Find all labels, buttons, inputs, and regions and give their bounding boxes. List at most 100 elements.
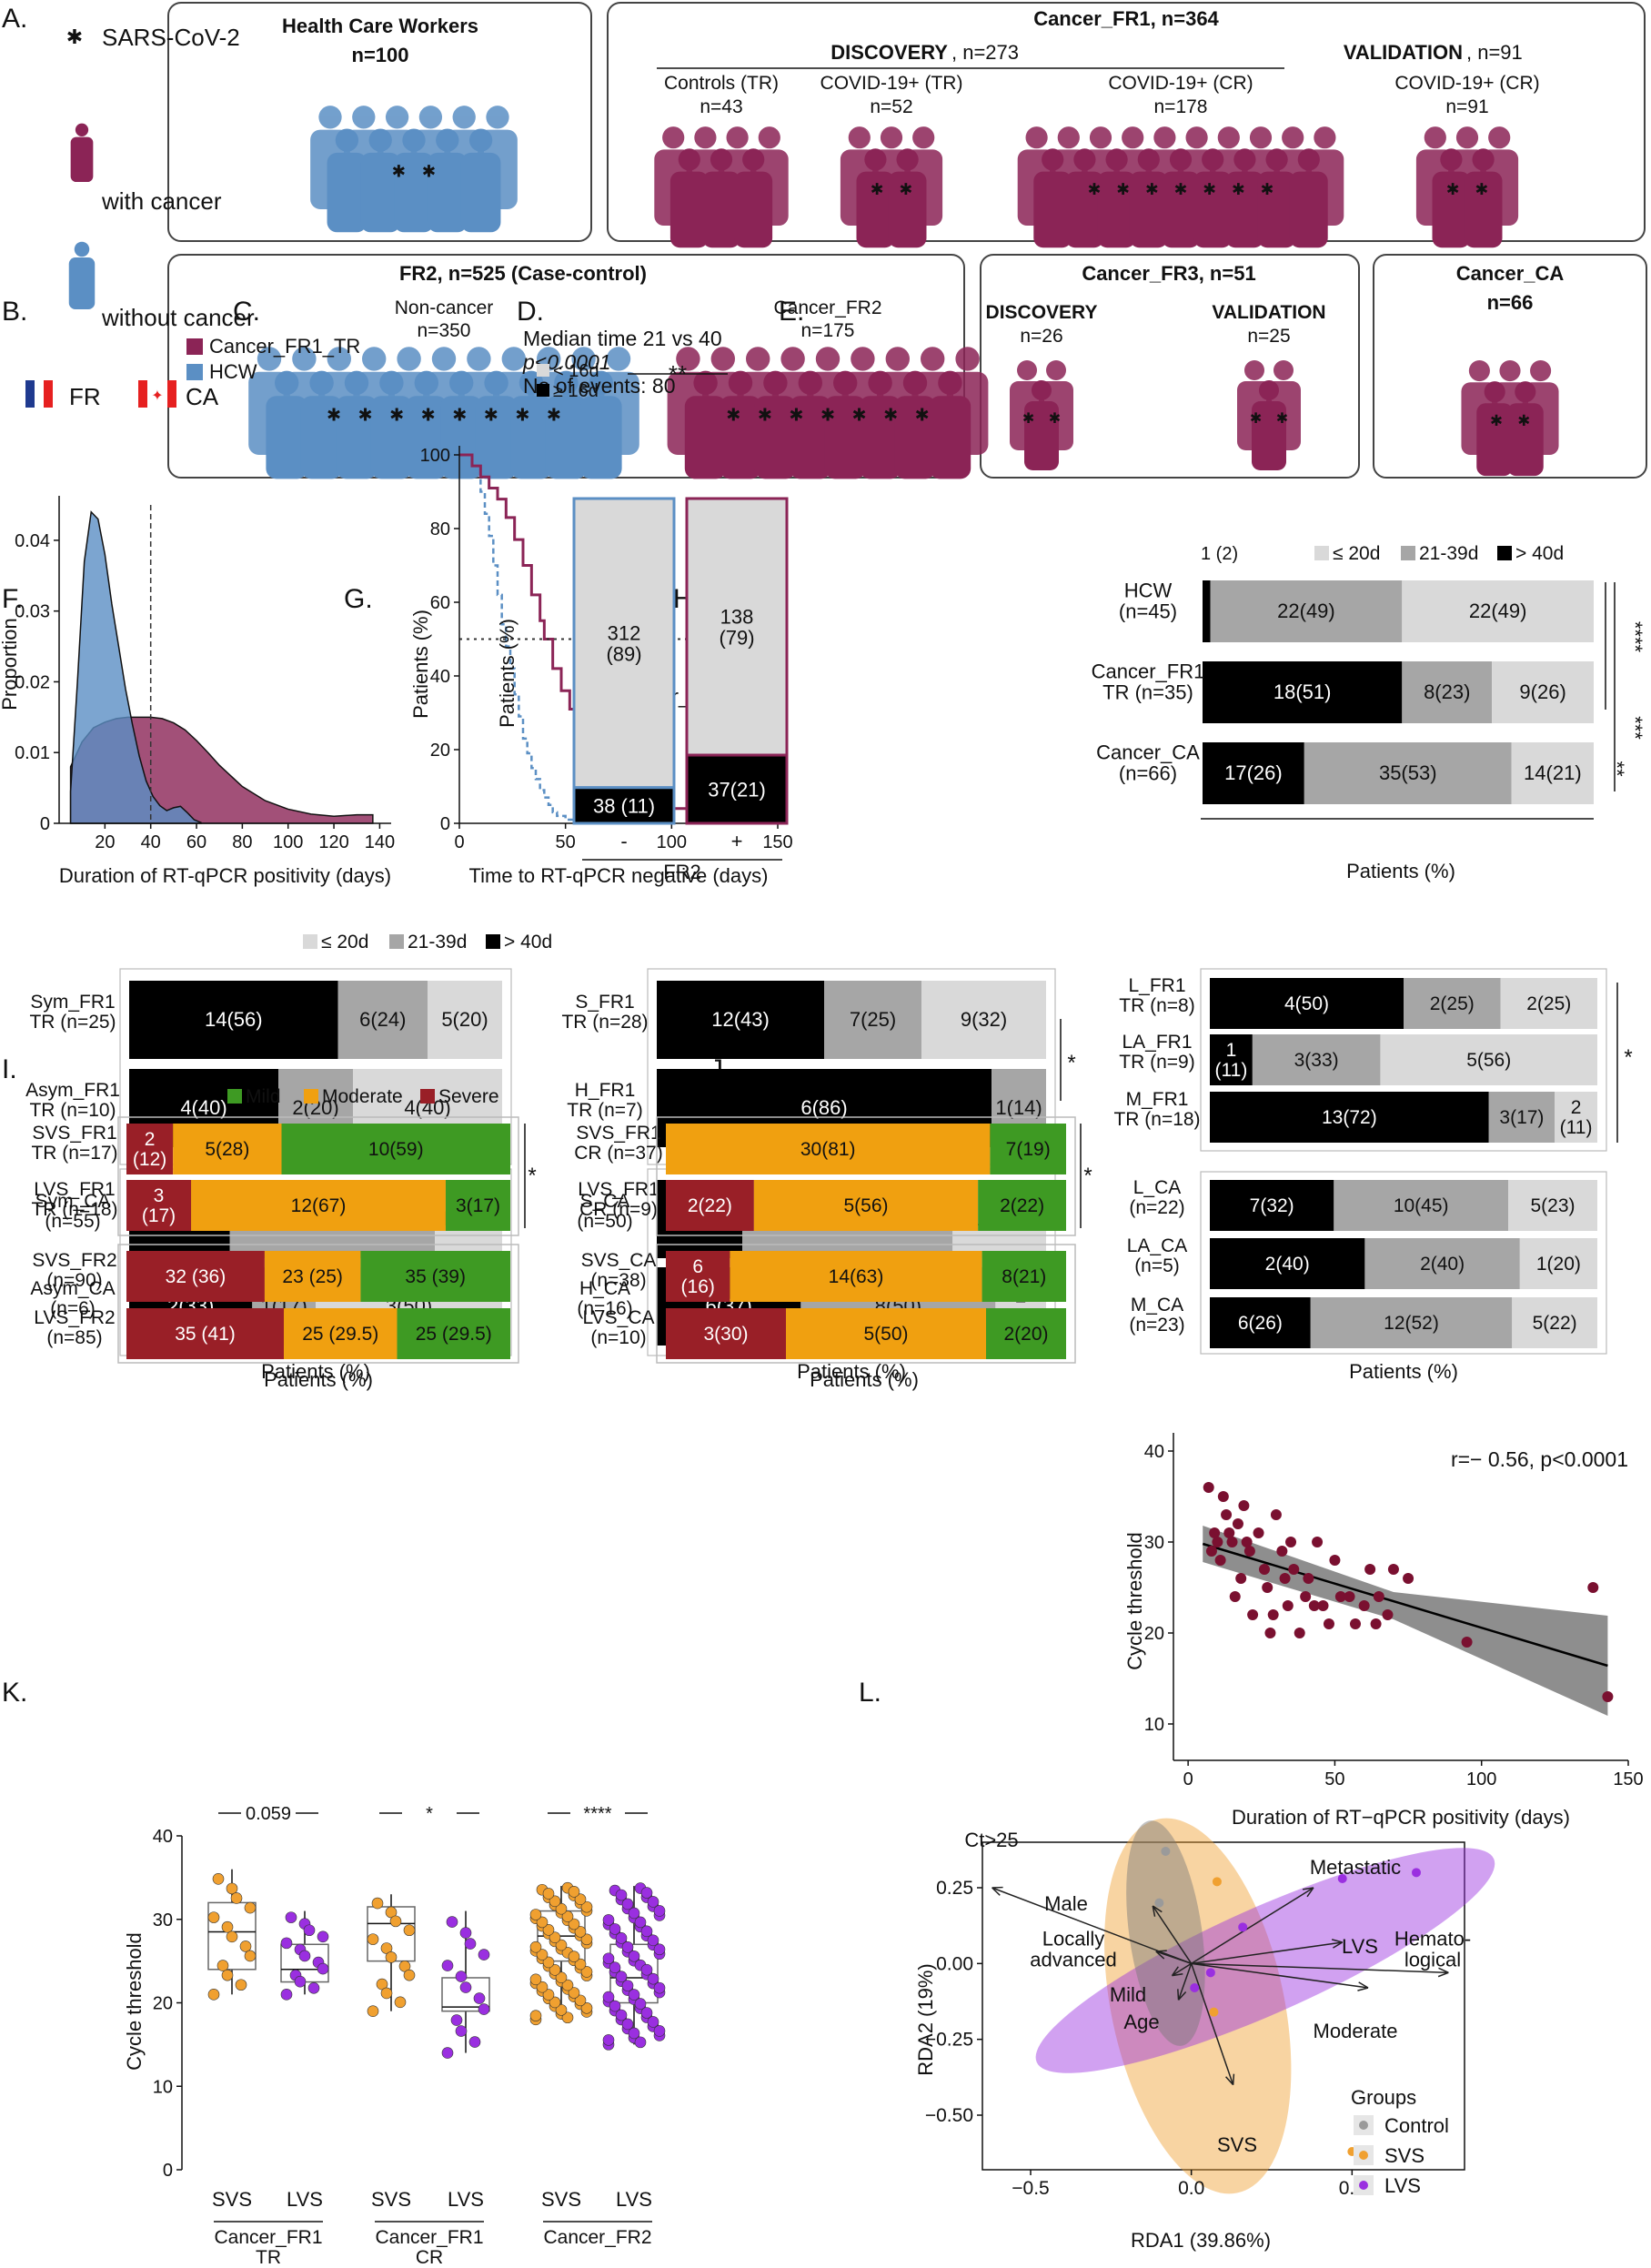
confidence-band — [1203, 1526, 1608, 1716]
x-tick-label: 0.0 — [1178, 2178, 1204, 2199]
person-head — [1105, 148, 1128, 171]
vector-arrowhead — [1331, 1939, 1344, 1949]
x-axis-label: Patients (%) — [1349, 1360, 1458, 1383]
stack-row-label: 2(25) — [1526, 993, 1571, 1014]
person-head — [1530, 360, 1552, 382]
person-head — [1244, 360, 1264, 380]
person-body — [1193, 171, 1233, 248]
i-right-row-label: 30(81) — [800, 1139, 856, 1160]
e-row-segment — [1402, 580, 1594, 642]
data-point — [1403, 1573, 1414, 1584]
y-tick-label: 40 — [1144, 1442, 1164, 1462]
data-point — [609, 1923, 621, 1935]
data-point — [1243, 1546, 1255, 1557]
stack-row-label: 6(86) — [800, 1096, 847, 1119]
i-left-row-segment — [281, 1124, 510, 1174]
crowd-person — [266, 370, 307, 479]
legend-label: HCW — [209, 360, 257, 383]
crowd-person — [300, 370, 343, 479]
data-point — [303, 1924, 316, 1937]
person-head — [327, 347, 351, 371]
vector-label: Locally advanced — [1030, 1927, 1116, 1971]
vector-label: SVS — [1217, 2133, 1257, 2156]
data-point — [1205, 1968, 1215, 1978]
row-label: M_FR1 TR (n=18) — [1113, 1089, 1200, 1130]
data-point — [298, 1950, 311, 1962]
crowd-person — [460, 128, 501, 233]
loading-vector — [1191, 1887, 1314, 1964]
x-axis-label: Patients (%) — [1346, 860, 1455, 882]
i-right-row-label: 14(63) — [829, 1266, 884, 1287]
data-point — [1370, 1618, 1382, 1629]
stack-row-segment — [1252, 1034, 1381, 1085]
correlation-annotation: r=− 0.56, p<0.0001 — [1451, 1447, 1628, 1471]
bar-segment-high — [572, 497, 676, 790]
vector-label: Moderate — [1314, 2020, 1398, 2042]
sig-bg — [241, 1801, 296, 1825]
y-tick-label: 20 — [1144, 1624, 1164, 1644]
person-head — [848, 126, 871, 149]
person-head — [746, 347, 770, 371]
i-right-row-label: 2(22) — [688, 1195, 732, 1216]
vector-arrowhead — [1177, 1989, 1187, 2001]
crowd-person — [1193, 148, 1233, 248]
data-point — [621, 1898, 634, 1910]
data-point — [212, 1872, 225, 1885]
fr1-group-label: Controls (TR) — [664, 73, 779, 94]
person-head — [344, 370, 369, 395]
person-head — [833, 370, 858, 395]
hcw-n: n=100 — [352, 44, 409, 66]
x-tick-label: 100 — [273, 832, 303, 852]
person-body — [824, 396, 866, 479]
sars-cov-2-icon: ✱ — [1088, 180, 1102, 198]
y-tick-label: 20 — [430, 741, 450, 761]
person-head — [1217, 126, 1240, 149]
person-body — [1252, 401, 1286, 470]
sars-cov-2-icon: ✱ — [66, 25, 83, 48]
legend-swatch — [486, 934, 500, 949]
loading-vector — [1191, 1941, 1343, 1965]
bar-segment-low — [685, 753, 789, 825]
legend-swatch — [537, 384, 549, 397]
i-left-row-segment — [360, 1251, 510, 1302]
fr3-group-n: n=26 — [1020, 326, 1062, 347]
sars-cov-2-icon: ✱ — [1145, 180, 1159, 198]
data-point — [1317, 1600, 1329, 1611]
i-left-row-label: 35 (41) — [175, 1324, 236, 1345]
data-point — [536, 1949, 549, 1961]
person-head — [571, 347, 596, 371]
y-tick-label: 0 — [440, 814, 450, 834]
y-tick-label: 0.02 — [15, 672, 50, 692]
box — [207, 1901, 257, 1971]
data-point — [317, 1930, 329, 1943]
sig-label: * — [426, 1804, 433, 1824]
row-label: L_CA (n=22) — [1129, 1177, 1184, 1218]
data-point — [1279, 1573, 1291, 1584]
vector-arrowhead — [1302, 1887, 1314, 1898]
data-point — [1329, 1555, 1341, 1566]
data-point — [580, 2001, 593, 2014]
stack-row-label: 10(45) — [1394, 1195, 1449, 1216]
fr1-group-label: COVID-19+ (CR) — [1394, 73, 1539, 94]
data-point — [621, 1940, 634, 1953]
row-label: LA_CA (n=5) — [1127, 1235, 1188, 1276]
y-tick-label: 0.04 — [15, 531, 50, 551]
data-point — [239, 1940, 252, 1952]
plot-frame — [982, 1841, 1465, 2171]
loading-vector — [1191, 1962, 1449, 1974]
crowd-person — [790, 370, 831, 479]
i-right-row-segment — [666, 1308, 786, 1359]
sig-label: 0.059 — [246, 1804, 291, 1824]
sars-cov-2-icon: ✱ — [392, 161, 406, 180]
row-label: LVS_FR1 TR (n=18) — [31, 1179, 117, 1220]
stack-row-label: 9(32) — [961, 1008, 1007, 1031]
i-right-row-segment — [786, 1308, 986, 1359]
data-point — [441, 2047, 454, 2059]
legend-swatch — [1314, 546, 1329, 560]
x-tick-label: SVS — [371, 2188, 411, 2211]
i-left-row-label: 25 (29.5) — [302, 1324, 378, 1345]
panel-letter-b: B. — [2, 297, 27, 327]
data-point — [549, 1964, 561, 1976]
legend-swatch — [227, 1089, 242, 1104]
sars-cov-2-icon: ✱ — [1261, 180, 1274, 198]
